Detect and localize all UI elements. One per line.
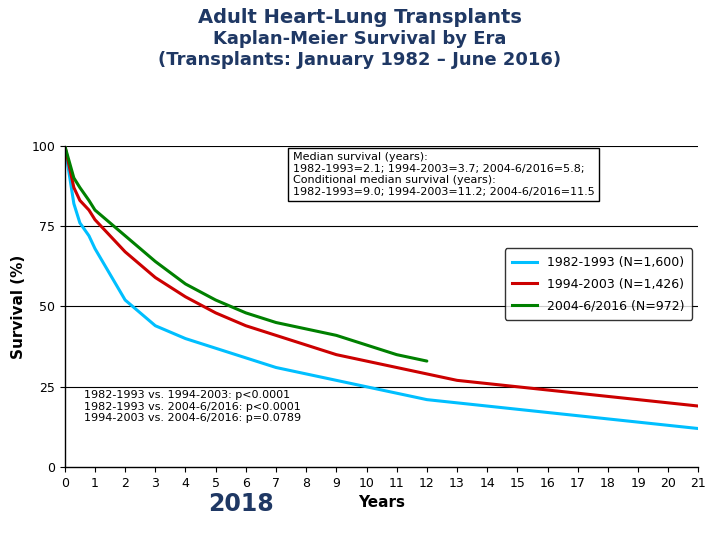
- Text: Kaplan-Meier Survival by Era: Kaplan-Meier Survival by Era: [213, 30, 507, 48]
- Text: ISHLT • INTERNATIONAL SOCIETY FOR HEART AND LUNG TRANSPLANTATION: ISHLT • INTERNATIONAL SOCIETY FOR HEART …: [12, 525, 275, 531]
- Text: 2018: 2018: [208, 492, 274, 516]
- X-axis label: Years: Years: [358, 495, 405, 510]
- Y-axis label: Survival (%): Survival (%): [11, 254, 26, 359]
- Text: Adult Heart-Lung Transplants: Adult Heart-Lung Transplants: [198, 8, 522, 27]
- Text: ISHLT: ISHLT: [12, 492, 76, 512]
- Text: Median survival (years):
1982-1993=2.1; 1994-2003=3.7; 2004-6/2016=5.8;
Conditio: Median survival (years): 1982-1993=2.1; …: [293, 152, 595, 197]
- Text: 1982-1993 vs. 1994-2003: p<0.0001
1982-1993 vs. 2004-6/2016: p<0.0001
1994-2003 : 1982-1993 vs. 1994-2003: p<0.0001 1982-1…: [84, 390, 301, 423]
- Text: (Transplants: January 1982 – June 2016): (Transplants: January 1982 – June 2016): [158, 51, 562, 69]
- Text: JHLT. 2018 Oct; 37(10): 1155-1206: JHLT. 2018 Oct; 37(10): 1155-1206: [169, 529, 312, 538]
- Legend: 1982-1993 (N=1,600), 1994-2003 (N=1,426), 2004-6/2016 (N=972): 1982-1993 (N=1,600), 1994-2003 (N=1,426)…: [505, 248, 692, 320]
